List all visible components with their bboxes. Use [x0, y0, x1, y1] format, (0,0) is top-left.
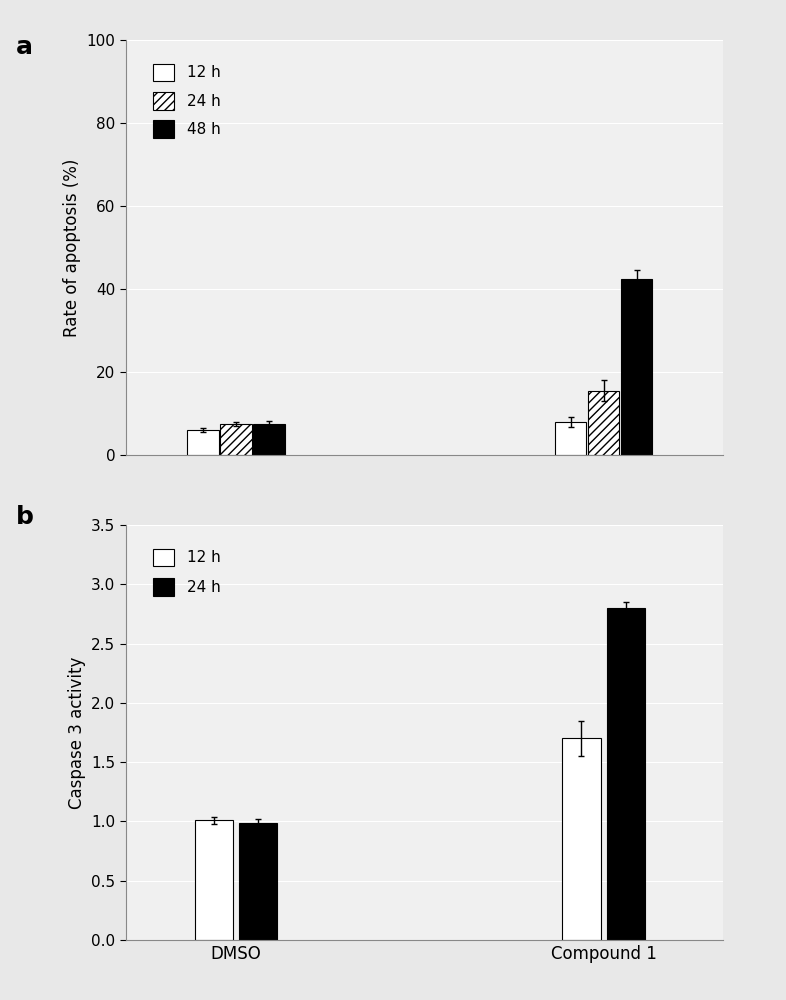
Bar	[187, 430, 219, 455]
Bar	[621, 279, 652, 455]
Bar	[607, 608, 645, 940]
Bar	[239, 823, 277, 940]
Text: b: b	[16, 505, 34, 529]
Text: a: a	[16, 35, 33, 59]
Y-axis label: Rate of apoptosis (%): Rate of apoptosis (%)	[63, 158, 81, 337]
Bar	[562, 738, 601, 940]
Bar	[195, 820, 233, 940]
Bar	[555, 422, 586, 455]
Legend: 12 h, 24 h, 48 h: 12 h, 24 h, 48 h	[145, 56, 228, 146]
Bar	[220, 424, 252, 455]
Bar	[253, 424, 285, 455]
Bar	[588, 391, 619, 455]
Y-axis label: Caspase 3 activity: Caspase 3 activity	[68, 656, 86, 809]
Legend: 12 h, 24 h: 12 h, 24 h	[145, 541, 228, 604]
